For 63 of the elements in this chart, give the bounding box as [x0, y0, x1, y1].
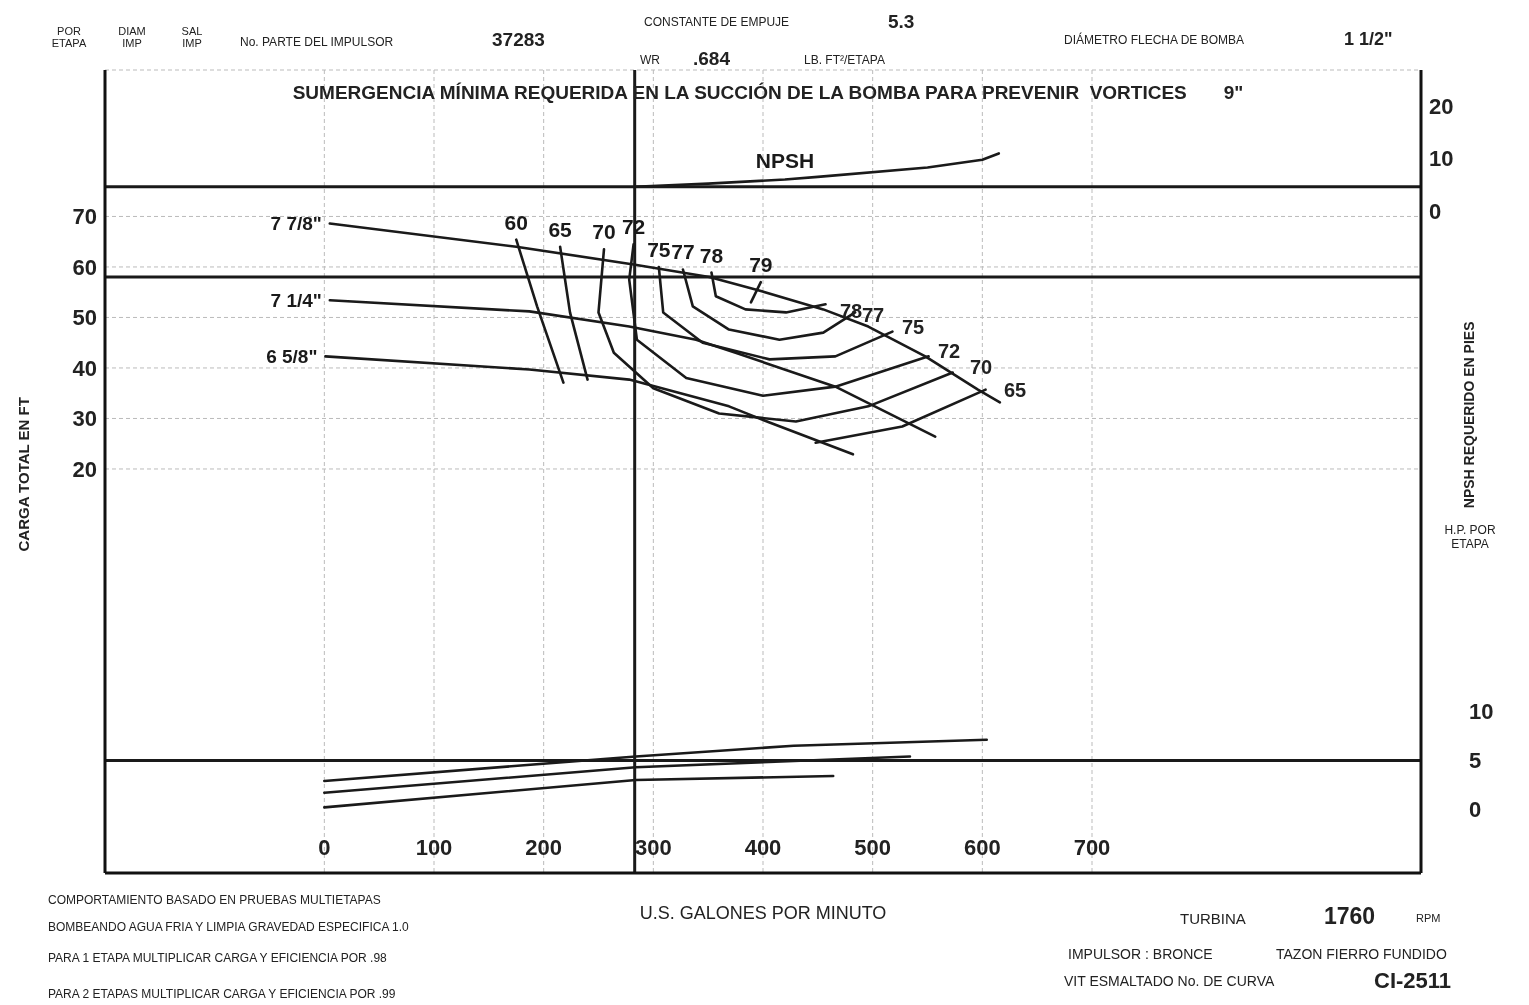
- x-tick-label: 600: [963, 834, 1001, 860]
- y3-axis-title: H.P. POR ETAPA: [1443, 523, 1497, 552]
- text: COMPORTAMIENTO BASADO EN PRUEBAS MULTIETAPAS: [48, 893, 381, 907]
- y2-tick-label: 10: [1429, 146, 1454, 172]
- x-tick-label: 300: [634, 834, 672, 860]
- text: PARA 2 ETAPAS MULTIPLICAR CARGA Y EFICIENCIA POR .99: [48, 987, 396, 1001]
- series-label: 6 5/8": [266, 346, 318, 368]
- text: WR: [640, 53, 660, 67]
- text: RPM: [1416, 912, 1441, 925]
- x-tick-label: 200: [525, 834, 563, 860]
- x-tick-label: 0: [318, 834, 331, 860]
- y-tick-label: 60: [72, 254, 97, 280]
- series-label: 65: [548, 217, 573, 241]
- x-tick-label: 500: [854, 834, 892, 860]
- text: CI-2511: [1374, 968, 1452, 993]
- annotation: 70: [970, 356, 993, 378]
- y3-tick-label: 5: [1469, 748, 1482, 774]
- text: 5.3: [888, 11, 915, 32]
- text: PARA 1 ETAPA MULTIPLICAR CARGA Y EFICIENCIA POR .98: [48, 951, 387, 965]
- annotation: 77: [671, 240, 695, 264]
- text: VIT ESMALTADO No. DE CURVA: [1064, 973, 1275, 989]
- series-label: 75: [902, 316, 925, 338]
- y2-tick-label: 0: [1429, 198, 1442, 224]
- y-tick-label: 30: [72, 406, 97, 432]
- text: 1760: [1324, 903, 1376, 929]
- text: 37283: [492, 29, 545, 50]
- y3-tick-label: 0: [1469, 797, 1482, 823]
- annotation: 65: [1004, 379, 1027, 401]
- y-axis-title: CARGA TOTAL EN FT: [15, 397, 33, 552]
- annotation: 75: [647, 237, 671, 261]
- text: No. PARTE DEL IMPULSOR: [240, 35, 394, 49]
- text: 1 1/2": [1344, 29, 1393, 49]
- y-tick-label: 20: [72, 456, 97, 482]
- y-tick-label: 70: [72, 204, 97, 230]
- y2-axis-title: NPSH REQUERIDO EN PIES: [1460, 321, 1477, 509]
- x-tick-label: 100: [415, 834, 453, 860]
- series-label: NPSH: [755, 148, 815, 172]
- series-label: 60: [504, 210, 528, 234]
- text: TURBINA: [1180, 910, 1246, 927]
- series-label: 72: [938, 340, 961, 362]
- y-tick-label: 40: [72, 355, 97, 381]
- y3-tick-label: 10: [1469, 699, 1494, 725]
- text: DIAM IMP: [117, 25, 147, 50]
- x-axis-title: U.S. GALONES POR MINUTO: [639, 903, 887, 923]
- series-label: 78: [699, 243, 724, 267]
- text: LB. FT²/ETAPA: [804, 53, 885, 67]
- text: SAL IMP: [180, 25, 204, 50]
- series-label: 7 1/4": [270, 290, 322, 312]
- series-label: 77: [862, 304, 885, 326]
- series-label: 70: [592, 220, 616, 244]
- text: .684: [693, 48, 730, 69]
- text: IMPULSOR : BRONCE: [1068, 946, 1213, 962]
- text: CONSTANTE DE EMPUJE: [644, 15, 790, 29]
- y2-tick-label: 20: [1429, 94, 1454, 120]
- x-tick-label: 400: [744, 834, 782, 860]
- y-tick-label: 50: [72, 305, 97, 331]
- text: TAZON FIERRO FUNDIDO: [1276, 946, 1447, 962]
- x-tick-label: 700: [1073, 834, 1111, 860]
- text: BOMBEANDO AGUA FRIA Y LIMPIA GRAVEDAD ESPECIFICA 1.0: [48, 920, 409, 934]
- text: POR ETAPA: [50, 25, 88, 50]
- text: DIÁMETRO FLECHA DE BOMBA: [1064, 33, 1245, 47]
- series-label: 7 7/8": [270, 213, 322, 235]
- series-label: 79: [749, 253, 773, 277]
